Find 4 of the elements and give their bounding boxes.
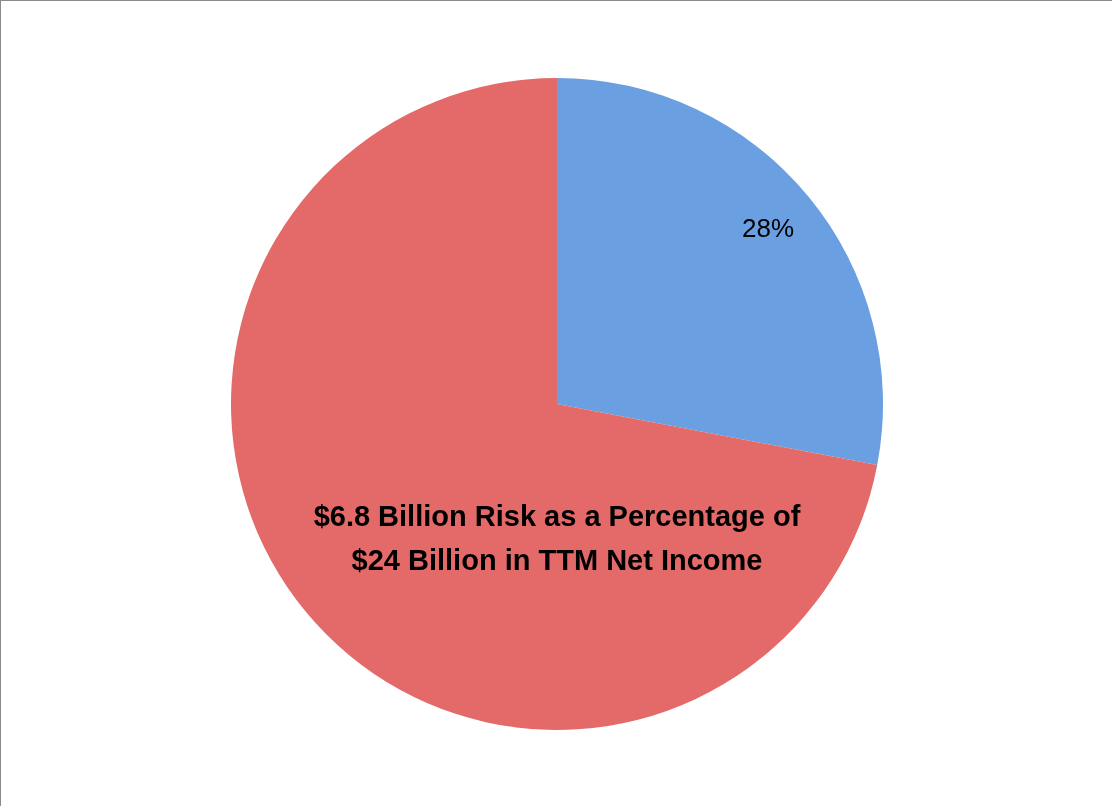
text: $6.8 Billion Risk as a Percentage of $24 Billion in TTM Net Income [313,500,801,576]
pie-slice [557,78,883,466]
pie-slice [231,78,878,730]
data-label: 28% [742,213,795,244]
